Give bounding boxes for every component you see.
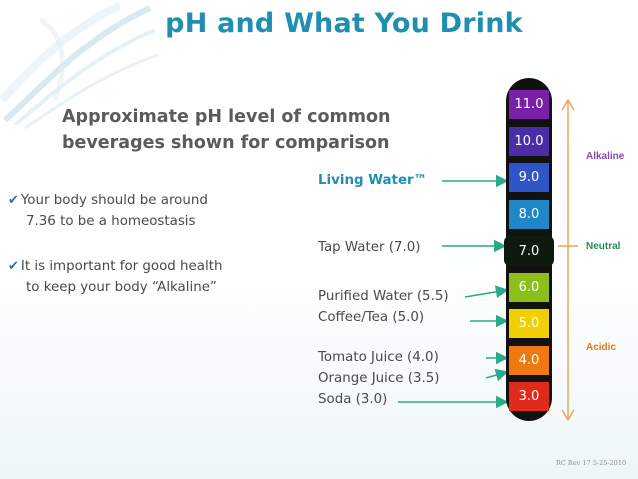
ph-chip-7-0: 7.0 xyxy=(504,236,554,266)
bullet-item-homeostasis: ✔ Your body should be around 7.36 to be a… xyxy=(8,190,268,232)
arrow-orange-juice xyxy=(485,368,509,382)
checkmark-icon: ✔ xyxy=(8,193,19,208)
arrow-purified-water xyxy=(464,285,509,299)
bullet-line-1: It is important for good health xyxy=(20,259,223,274)
bullet-line-2: to keep your body “Alkaline” xyxy=(26,280,217,295)
ph-chip-4-0: 4.0 xyxy=(509,345,549,375)
subtitle: Approximate pH level of common beverages… xyxy=(62,104,442,156)
beverage-soda: Soda (3.0) xyxy=(318,392,388,407)
subtitle-line-2: beverages shown for comparison xyxy=(62,133,390,153)
beverage-tap-water: Tap Water (7.0) xyxy=(318,240,421,255)
page-title: pH and What You Drink xyxy=(165,8,523,39)
bullet-line-2: 7.36 to be a homeostasis xyxy=(26,214,196,229)
subtitle-line-1: Approximate pH level of common xyxy=(62,107,391,127)
footer-revision: RC Rev 17 5-25-2010 xyxy=(556,459,627,467)
beverage-living-water: Living Water™ xyxy=(318,173,428,188)
alkaline-label: Alkaline xyxy=(586,151,625,162)
beverage-coffee-tea: Coffee/Tea (5.0) xyxy=(318,310,425,325)
neutral-label: Neutral xyxy=(586,241,621,252)
decorative-swoosh-logo xyxy=(0,1,159,130)
range-arrow-bottom-head xyxy=(561,409,575,422)
ph-chip-11-0: 11.0 xyxy=(509,90,549,119)
beverage-purified-water: Purified Water (5.5) xyxy=(318,289,449,304)
ph-chip-3-0: 3.0 xyxy=(509,382,549,411)
ph-chip-6-0: 6.0 xyxy=(509,272,549,302)
beverage-orange-juice: Orange Juice (3.5) xyxy=(318,371,440,386)
ph-chip-8-0: 8.0 xyxy=(509,199,549,229)
beverage-tomato-juice: Tomato Juice (4.0) xyxy=(318,350,439,365)
bullet-line-1: Your body should be around xyxy=(20,193,208,208)
acidic-label: Acidic xyxy=(586,342,617,353)
bullet-item-alkaline: ✔ It is important for good health to keep… xyxy=(8,256,268,298)
ph-chip-5-0: 5.0 xyxy=(509,309,549,338)
ph-chip-9-0: 9.0 xyxy=(509,163,549,192)
ph-chip-10-0: 10.0 xyxy=(509,126,549,156)
checkmark-icon: ✔ xyxy=(8,259,19,274)
range-arrow-top-head xyxy=(561,98,575,111)
